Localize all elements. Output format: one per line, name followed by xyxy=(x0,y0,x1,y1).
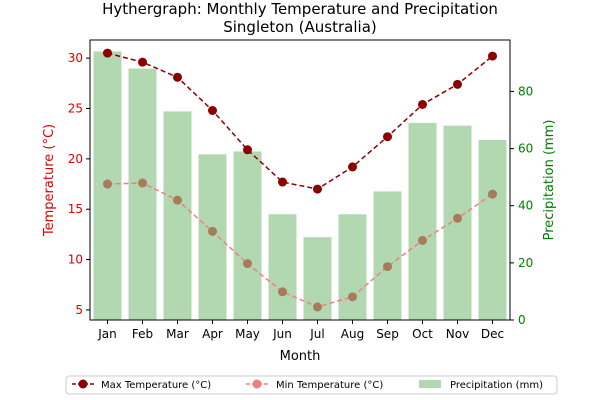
max-temperature-point-dec xyxy=(488,51,497,61)
min-temperature-point-nov xyxy=(453,213,462,223)
axes xyxy=(86,39,514,324)
legend-min-label: Min Temperature (°C) xyxy=(276,380,383,391)
precipitation-bars xyxy=(93,51,507,321)
x-tick-label-oct: Oct xyxy=(412,327,433,341)
y-left-tick-label-25: 25 xyxy=(68,101,83,115)
y-right-tick-label-0: 0 xyxy=(518,313,526,327)
precipitation-bar-sep xyxy=(373,191,402,320)
chart-subtitle: Singleton (Australia) xyxy=(223,18,377,36)
min-temperature-point-feb xyxy=(138,178,147,188)
max-temperature-point-nov xyxy=(453,79,462,89)
precipitation-bar-aug xyxy=(338,214,367,320)
min-temperature-point-jun xyxy=(278,287,287,297)
precipitation-bar-feb xyxy=(128,68,157,320)
max-temperature-point-jul xyxy=(313,184,322,194)
min-temperature-point-may xyxy=(243,259,252,269)
x-tick-label-sep: Sep xyxy=(376,327,399,341)
x-tick-label-jan: Jan xyxy=(97,327,117,341)
min-temperature-point-mar xyxy=(173,195,182,205)
legend-precip-label: Precipitation (mm) xyxy=(450,380,543,391)
x-axis-label: Month xyxy=(280,349,321,364)
max-temperature-line xyxy=(107,52,493,190)
max-temperature-point-oct xyxy=(418,99,427,109)
max-temperature-point-mar xyxy=(173,72,182,82)
temperature-lines xyxy=(103,48,497,312)
min-temperature-point-sep xyxy=(383,262,392,272)
y-right-tick-label-80: 80 xyxy=(518,84,533,98)
y-axis-label-left: Temperature (°C) xyxy=(42,124,57,237)
x-tick-label-aug: Aug xyxy=(341,327,364,341)
precipitation-bar-oct xyxy=(408,122,437,320)
min-temperature-point-oct xyxy=(418,235,427,245)
y-right-tick-label-20: 20 xyxy=(518,256,533,270)
max-temperature-point-jun xyxy=(278,177,287,187)
min-temperature-point-apr xyxy=(208,226,217,236)
legend-precip-swatch xyxy=(419,380,441,388)
precipitation-bar-may xyxy=(233,151,262,320)
max-temperature-point-aug xyxy=(348,162,357,172)
legend: Max Temperature (°C) Min Temperature (°C… xyxy=(65,375,558,395)
tick-labels: Jan Feb Mar Apr May Jun Jul Aug Sep Oct Nov Dec 5 10 1… xyxy=(68,51,534,341)
x-tick-label-dec: Dec xyxy=(481,327,504,341)
max-temperature-point-sep xyxy=(383,132,392,142)
y-left-tick-label-20: 20 xyxy=(68,152,83,166)
y-left-tick-label-10: 10 xyxy=(68,253,83,267)
x-tick-label-nov: Nov xyxy=(446,327,469,341)
chart-title: Hythergraph: Monthly Temperature and Pre… xyxy=(102,0,498,18)
x-tick-label-apr: Apr xyxy=(202,327,223,341)
precipitation-bar-jun xyxy=(268,214,297,320)
max-temperature-point-apr xyxy=(208,106,217,116)
x-tick-label-may: May xyxy=(235,327,260,341)
legend-min-marker xyxy=(252,379,262,389)
x-tick-label-feb: Feb xyxy=(132,327,153,341)
max-temperature-point-feb xyxy=(138,57,147,67)
precipitation-bar-dec xyxy=(478,140,507,320)
precipitation-bar-nov xyxy=(443,125,472,320)
plot-frame xyxy=(89,39,511,321)
min-temperature-point-dec xyxy=(488,189,497,199)
legend-max-label: Max Temperature (°C) xyxy=(101,380,211,391)
y-axis-label-right: Precipitation (mm) xyxy=(542,120,557,241)
y-left-tick-label-5: 5 xyxy=(75,303,83,317)
precipitation-bar-mar xyxy=(163,111,192,320)
x-tick-label-jul: Jul xyxy=(309,327,324,341)
y-left-tick-label-30: 30 xyxy=(68,51,83,65)
legend-max-marker xyxy=(78,379,88,389)
y-left-tick-label-15: 15 xyxy=(68,202,83,216)
x-tick-label-mar: Mar xyxy=(166,327,189,341)
x-tick-label-jun: Jun xyxy=(272,327,292,341)
min-temperature-point-jan xyxy=(103,179,112,189)
max-temperature-point-jan xyxy=(103,48,112,58)
max-temperature-point-may xyxy=(243,145,252,155)
min-temperature-line xyxy=(107,182,493,308)
y-right-tick-label-40: 40 xyxy=(518,199,533,213)
precipitation-bar-apr xyxy=(198,154,227,320)
min-temperature-point-jul xyxy=(313,302,322,312)
y-right-tick-label-60: 60 xyxy=(518,142,533,156)
min-temperature-point-aug xyxy=(348,292,357,302)
